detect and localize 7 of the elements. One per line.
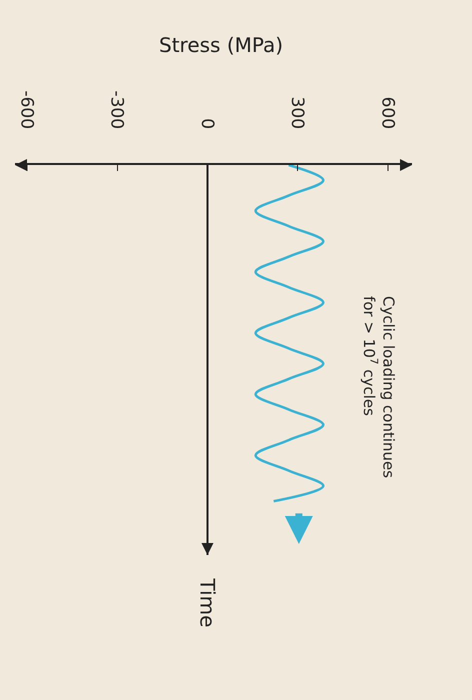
y-axis-title: Time: [195, 578, 220, 628]
x-tick-label: -300: [106, 90, 127, 130]
x-tick-label: -600: [16, 90, 37, 130]
x-tick-label: 600: [377, 96, 398, 130]
x-axis-title: Stress (MPa): [159, 33, 284, 57]
x-tick-label: 300: [287, 96, 308, 130]
x-tick-label: 0: [196, 118, 217, 130]
